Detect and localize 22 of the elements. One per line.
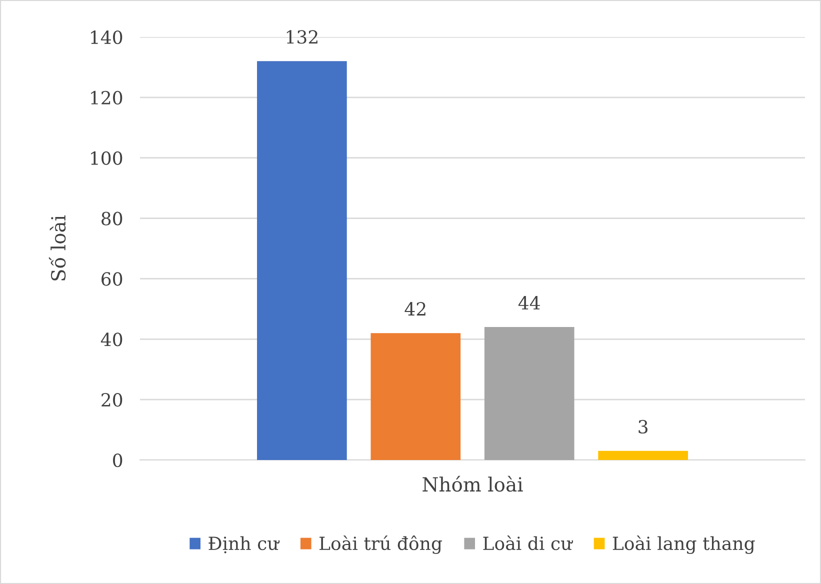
y-tick-label: 60 (102, 272, 122, 286)
y-tick-label: 20 (102, 393, 122, 407)
x-axis-title: Nhóm loài (422, 476, 523, 492)
bar (257, 61, 347, 460)
bar (370, 333, 461, 460)
legend-label: Định cư (208, 536, 280, 554)
bar (598, 450, 688, 460)
data-label: 44 (518, 296, 540, 310)
data-label: 42 (404, 302, 426, 316)
legend-label: Loài di cư (483, 535, 573, 550)
y-tick-label: 120 (91, 90, 122, 105)
bar (484, 327, 574, 460)
y-tick-label: 140 (91, 30, 122, 44)
y-tick-label: 0 (113, 453, 122, 468)
data-label: 3 (638, 420, 648, 434)
legend-label: Loài lang thang (612, 535, 755, 554)
data-label: 132 (286, 30, 318, 44)
y-tick-label: 80 (102, 212, 122, 226)
y-axis-title: Số loài (48, 215, 66, 280)
y-tick-label: 100 (91, 151, 122, 165)
legend-label: Loài trú đông (320, 535, 442, 554)
y-tick-label: 40 (100, 332, 122, 346)
